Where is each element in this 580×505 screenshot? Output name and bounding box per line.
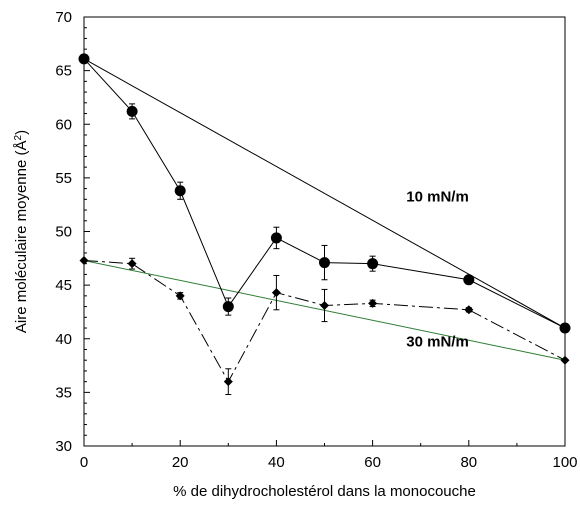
annotation-2: 30 mN/m <box>406 333 469 350</box>
point-2-1 <box>127 259 137 269</box>
y-axis-title: Aire moléculaire moyenne (Å2) <box>13 130 31 333</box>
point-1-6 <box>367 258 379 270</box>
point-2-5 <box>320 301 329 311</box>
error-bars <box>129 103 472 396</box>
plot-frame <box>83 16 566 447</box>
y-tick-label: 35 <box>55 384 72 401</box>
x-axis-title: % de dihydrocholestérol dans la monocouc… <box>173 483 476 500</box>
annotations: 10 mN/m 30 mN/m <box>406 188 469 350</box>
y-axis-title-close: ) <box>13 130 30 135</box>
x-tick-label: 20 <box>172 454 189 471</box>
point-1-4 <box>270 232 282 244</box>
y-tick-label: 65 <box>55 63 72 80</box>
point-1-2 <box>174 185 186 197</box>
point-2-2 <box>175 291 185 301</box>
markers <box>78 53 571 387</box>
point-1-7 <box>463 274 475 286</box>
ideal-line-1 <box>83 58 566 329</box>
y-axis-title-superscript: 2 <box>13 134 24 140</box>
x-tick-label: 80 <box>460 454 477 471</box>
point-1-3 <box>222 301 234 313</box>
point-2-4 <box>271 288 281 298</box>
series-lines <box>83 58 566 383</box>
point-2-7 <box>464 305 474 315</box>
annotation-1: 10 mN/m <box>406 188 469 205</box>
y-tick-label: 30 <box>55 438 72 455</box>
y-tick-label: 70 <box>55 9 72 26</box>
x-tick-label: 40 <box>268 454 285 471</box>
x-tick-label: 0 <box>80 454 88 471</box>
y-axis-title-main: Aire moléculaire moyenne (Å <box>13 140 30 333</box>
point-1-1 <box>126 105 138 117</box>
x-tick-label: 60 <box>364 454 381 471</box>
y-tick-label: 60 <box>55 116 72 133</box>
x-ticks: 0 20 40 60 80 100 <box>80 440 578 471</box>
y-tick-label: 45 <box>55 277 72 294</box>
point-1-5 <box>319 257 330 269</box>
y-ticks: 30 35 40 45 50 55 60 65 70 <box>55 9 90 455</box>
y-tick-label: 40 <box>55 331 72 348</box>
point-2-3 <box>223 377 233 387</box>
y-tick-label: 55 <box>55 170 72 187</box>
x-tick-label: 100 <box>552 454 577 471</box>
y-tick-label: 50 <box>55 224 72 241</box>
point-2-6 <box>368 298 378 308</box>
